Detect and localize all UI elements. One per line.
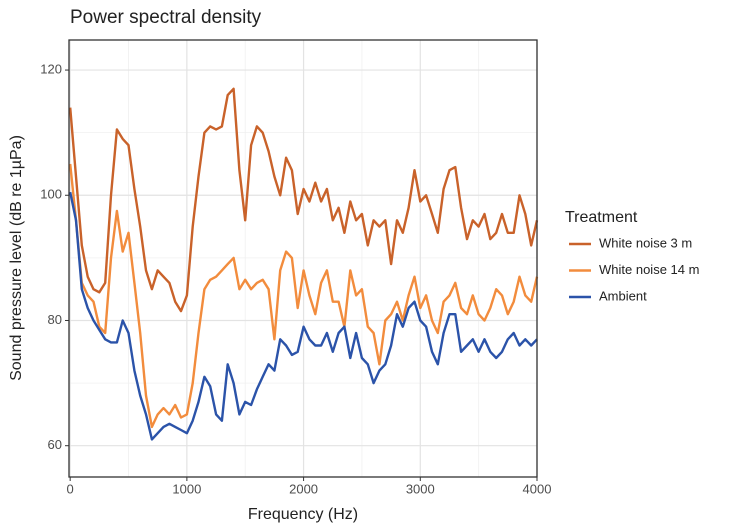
x-tick-label: 4000 [523,481,552,496]
legend-label: White noise 3 m [599,235,692,250]
y-tick-label: 80 [48,312,62,327]
legend-label: White noise 14 m [599,262,699,277]
legend-title: Treatment [565,209,638,226]
x-tick-label: 3000 [406,481,435,496]
x-tick-label: 0 [67,481,74,496]
y-axis-label: Sound pressure level (dB re 1µPa) [8,135,25,381]
y-tick-label: 100 [40,187,62,202]
series-line [69,191,538,441]
plot-border [68,39,538,478]
y-tick-label: 60 [48,437,62,452]
chart-title: Power spectral density [70,7,262,28]
series-line [69,87,539,313]
x-axis-label: Frequency (Hz) [248,506,358,523]
x-tick-label: 1000 [172,481,201,496]
y-tick-label: 120 [40,61,62,76]
series-line [69,163,539,429]
legend-label: Ambient [599,288,647,303]
x-tick-label: 2000 [289,481,318,496]
